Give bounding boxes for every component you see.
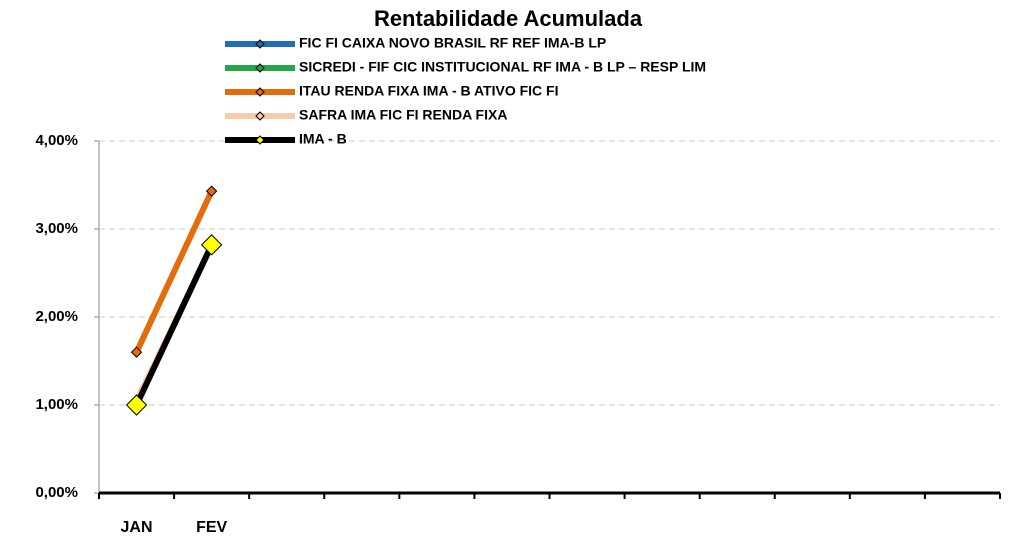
series-line [133, 188, 215, 356]
legend-label: SICREDI - FIF CIC INSTITUCIONAL RF IMA -… [299, 59, 706, 75]
legend-marker [255, 39, 265, 49]
y-tick-label: 4,00% [35, 132, 78, 149]
point-marker [130, 346, 143, 358]
legend-marker [255, 135, 265, 145]
y-tick-label: 3,00% [35, 220, 78, 237]
y-tick-label: 0,00% [35, 484, 78, 501]
point-marker [205, 185, 218, 197]
y-tick-label: 2,00% [35, 308, 78, 325]
chart-title: Rentabilidade Acumulada [374, 6, 643, 31]
x-tick-label: JAN [121, 519, 153, 536]
point-marker [200, 234, 223, 256]
point-marker [125, 394, 148, 416]
x-tick-label: FEV [196, 519, 227, 536]
legend-marker [255, 63, 265, 73]
legend-label: IMA - B [299, 131, 347, 147]
legend-label: ITAU RENDA FIXA IMA - B ATIVO FIC FI [299, 83, 559, 99]
legend-marker [255, 87, 265, 97]
legend-marker [255, 111, 265, 121]
legend-label: SAFRA IMA FIC FI RENDA FIXA [299, 107, 507, 123]
y-tick-label: 1,00% [35, 396, 78, 413]
legend-label: FIC FI CAIXA NOVO BRASIL RF REF IMA-B LP [299, 35, 606, 51]
series-line [133, 241, 215, 408]
